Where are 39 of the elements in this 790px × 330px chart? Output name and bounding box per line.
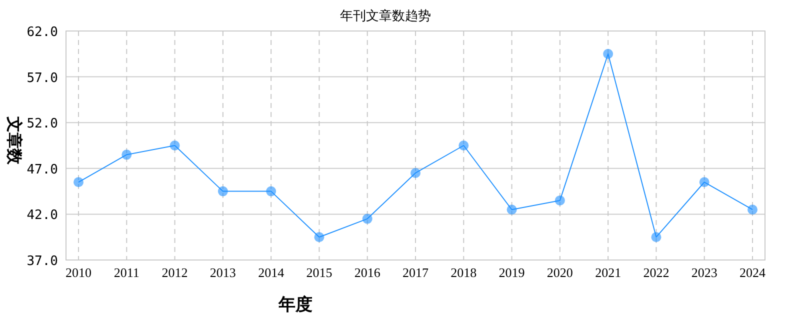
x-tick-label: 2010 — [66, 265, 92, 280]
point — [506, 204, 517, 215]
y-tick-label: 47.0 — [26, 162, 58, 178]
y-tick-label: 57.0 — [26, 70, 58, 86]
point — [748, 204, 758, 215]
point — [651, 232, 662, 242]
y-tick-label: 52.0 — [26, 116, 58, 132]
x-tick-label: 2011 — [114, 265, 140, 280]
x-tick-label: 2020 — [546, 265, 573, 280]
x-tick-label: 2018 — [450, 265, 477, 280]
x-tick-label: 2016 — [354, 265, 381, 280]
point — [218, 186, 228, 196]
point — [603, 48, 614, 59]
x-tick-label: 2019 — [498, 265, 525, 280]
y-axis-title: 文章数 — [5, 116, 23, 166]
x-tick-label: 2015 — [306, 265, 332, 280]
y-tick-label: 37.0 — [26, 254, 58, 269]
x-tick-label: 2017 — [402, 265, 429, 280]
point — [410, 168, 420, 178]
point — [122, 150, 132, 160]
x-tick-label: 2021 — [595, 265, 622, 280]
x-tick-label: 2013 — [210, 265, 236, 280]
point — [362, 214, 372, 224]
x-tick-label: 2014 — [258, 265, 285, 280]
point — [554, 195, 565, 206]
y-tick-label: 42.0 — [26, 208, 58, 224]
x-tick-label: 2024 — [740, 265, 766, 280]
chart-title: 年刊文章数趋势 — [340, 8, 431, 23]
point — [458, 140, 469, 150]
point — [170, 140, 180, 150]
y-tick-label: 62.0 — [26, 25, 58, 40]
x-axis-title: 年度 — [278, 295, 312, 314]
point — [699, 177, 710, 188]
x-tick-label: 2022 — [643, 265, 670, 280]
x-tick-label: 2012 — [162, 265, 188, 280]
point — [266, 186, 276, 196]
x-tick-label: 2023 — [691, 265, 718, 280]
point — [74, 177, 84, 188]
point — [314, 232, 324, 242]
